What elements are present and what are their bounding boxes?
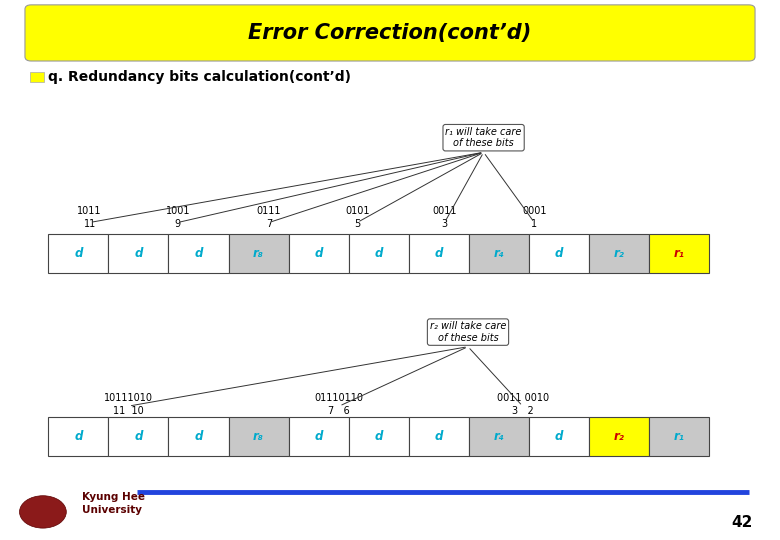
Bar: [168, 234, 229, 273]
Bar: [529, 234, 589, 273]
Text: d: d: [555, 247, 563, 260]
FancyBboxPatch shape: [30, 72, 44, 82]
Text: d: d: [74, 247, 83, 260]
Text: d: d: [314, 430, 323, 443]
Text: d: d: [194, 430, 203, 443]
Text: 0011 0010
3   2: 0011 0010 3 2: [497, 393, 548, 415]
Text: 10111010
11  10: 10111010 11 10: [105, 393, 153, 415]
Bar: [469, 417, 529, 456]
Text: r₁: r₁: [674, 430, 684, 443]
Text: 01110110
7   6: 01110110 7 6: [315, 393, 363, 415]
Text: 1011
11: 1011 11: [77, 206, 102, 228]
Text: d: d: [434, 247, 443, 260]
Text: d: d: [134, 430, 143, 443]
Bar: [108, 234, 168, 273]
Text: r₄: r₄: [494, 247, 504, 260]
Bar: [409, 234, 469, 273]
Text: d: d: [555, 430, 563, 443]
Bar: [289, 234, 349, 273]
Bar: [349, 417, 409, 456]
Bar: [289, 417, 349, 456]
Text: d: d: [374, 430, 383, 443]
Bar: [589, 234, 649, 273]
Bar: [168, 417, 229, 456]
Text: 42: 42: [732, 515, 753, 530]
Text: r₂: r₂: [614, 247, 624, 260]
Text: r₈: r₈: [254, 247, 264, 260]
Bar: [529, 417, 589, 456]
Circle shape: [20, 496, 66, 528]
Text: d: d: [314, 247, 323, 260]
Text: r₄: r₄: [494, 430, 504, 443]
Text: r₂: r₂: [614, 430, 624, 443]
Text: Kyung Hee
University: Kyung Hee University: [82, 492, 145, 515]
Bar: [469, 234, 529, 273]
Bar: [649, 417, 709, 456]
Text: 0011
3: 0011 3: [432, 206, 457, 228]
Text: d: d: [194, 247, 203, 260]
Bar: [349, 234, 409, 273]
Bar: [649, 234, 709, 273]
Bar: [48, 234, 108, 273]
Text: r₈: r₈: [254, 430, 264, 443]
Bar: [108, 417, 168, 456]
Bar: [409, 417, 469, 456]
Text: r₁: r₁: [674, 247, 684, 260]
Text: 0111
7: 0111 7: [257, 206, 282, 228]
Text: q. Redundancy bits calculation(cont’d): q. Redundancy bits calculation(cont’d): [48, 70, 350, 84]
Text: r₁ will take care
of these bits: r₁ will take care of these bits: [445, 127, 522, 148]
Text: 1001
9: 1001 9: [165, 206, 190, 228]
Bar: [589, 417, 649, 456]
Text: d: d: [374, 247, 383, 260]
Text: d: d: [74, 430, 83, 443]
Bar: [229, 234, 289, 273]
Text: d: d: [134, 247, 143, 260]
Text: Error Correction(cont’d): Error Correction(cont’d): [248, 23, 532, 43]
Text: r₂ will take care
of these bits: r₂ will take care of these bits: [430, 321, 506, 343]
Text: d: d: [434, 430, 443, 443]
Bar: [48, 417, 108, 456]
Bar: [229, 417, 289, 456]
Text: 0001
1: 0001 1: [522, 206, 547, 228]
FancyBboxPatch shape: [25, 5, 755, 61]
Text: 0101
5: 0101 5: [345, 206, 370, 228]
